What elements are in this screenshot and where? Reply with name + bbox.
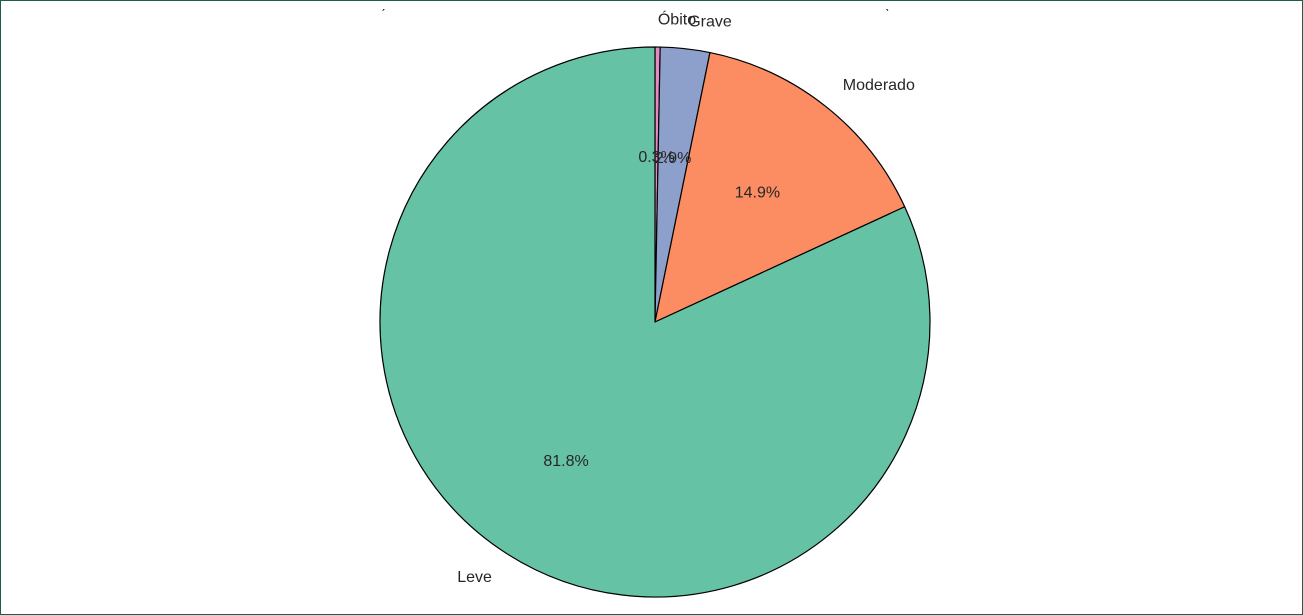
- slice-label-moderado: Moderado: [843, 77, 915, 94]
- pie-slice-leve: [379, 46, 931, 598]
- slice-label-obito: Óbito: [658, 10, 696, 29]
- pie-slices: [379, 46, 931, 598]
- clipped-mark-left: ˊ: [381, 6, 386, 22]
- slice-label-leve: Leve: [457, 569, 492, 586]
- pct-label-leve: 81.8%: [543, 453, 588, 470]
- pct-label-grave: 2.9%: [655, 150, 691, 167]
- pct-label-moderado: 14.9%: [735, 185, 780, 202]
- pie-slice-moderado: [654, 51, 906, 323]
- clipped-mark-right: ˋ: [885, 6, 890, 22]
- pct-label-obito: 0.3%: [638, 149, 674, 166]
- slice-label-grave: Grave: [688, 13, 732, 30]
- pie-labels: Óbito 0.3% Grave 2.9% Moderado 14.9% Leve 81.8%: [457, 10, 915, 586]
